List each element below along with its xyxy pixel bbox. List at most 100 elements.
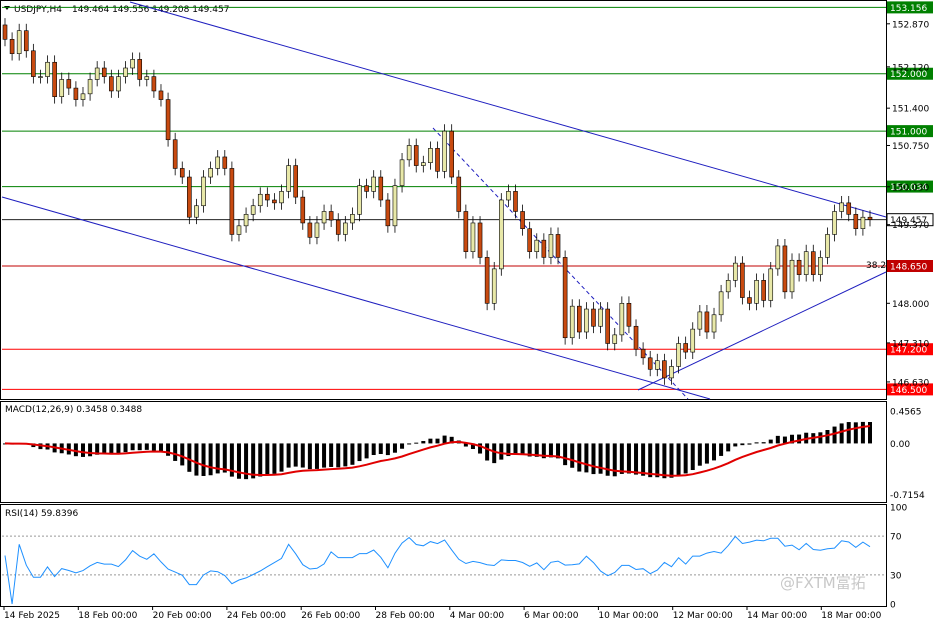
candle-body (789, 259, 795, 293)
candle-body (52, 61, 57, 97)
candle-body (867, 216, 873, 220)
candle-body (825, 234, 830, 258)
macd-bar (428, 438, 433, 444)
candle-body (300, 196, 306, 224)
macd-bar (407, 443, 412, 445)
rsi-line (4, 535, 871, 605)
macd-bar (144, 443, 149, 450)
price-tick-label: 151.400 (892, 105, 929, 115)
candle-body (619, 303, 625, 336)
candle-body (413, 145, 419, 166)
price-tick-label: 150.750 (892, 142, 929, 152)
candle-body (23, 30, 29, 52)
macd-bar (584, 443, 589, 473)
macd-bar (520, 443, 525, 455)
candle-body (392, 185, 398, 227)
macd-bar (634, 443, 639, 475)
time-tick-label: 14 Mar 00:00 (747, 611, 807, 621)
candle-body (499, 199, 504, 270)
candle-body (725, 280, 731, 293)
time-tick-label: 28 Feb 00:00 (376, 611, 435, 621)
level-tag (887, 1, 933, 14)
candle-body (201, 176, 206, 207)
level-value: 146.500 (890, 386, 927, 396)
candle-body (158, 90, 164, 100)
macd-bar (860, 421, 865, 444)
macd-bar (747, 443, 752, 445)
macd-bar (818, 432, 823, 444)
macd-bar (130, 443, 135, 451)
macd-bar (137, 443, 142, 451)
candle-body (265, 193, 270, 201)
macd-bar (279, 443, 284, 472)
macd-bar (336, 443, 341, 468)
macd-label: MACD(12,26,9) 0.3458 0.3488 (5, 405, 142, 415)
macd-bar (80, 443, 85, 457)
candle-body (31, 50, 36, 77)
candle-body (534, 239, 540, 252)
candle-body (9, 39, 15, 54)
candle-body (647, 357, 653, 370)
upper-channel-line (129, 1, 887, 218)
macd-bar (400, 443, 405, 449)
dashed-trendline (432, 127, 689, 400)
macd-bar (244, 443, 249, 480)
candle-body (676, 343, 681, 367)
candle-body (577, 305, 582, 333)
macd-bar (258, 443, 263, 477)
candle-body (711, 314, 717, 333)
macd-bar (619, 443, 624, 474)
macd-bar (825, 430, 830, 444)
candle-body (442, 130, 447, 172)
macd-bar (314, 443, 319, 469)
macd-bar (548, 443, 553, 458)
candle-body (343, 222, 348, 235)
level-value: 153.156 (890, 4, 927, 14)
candle-body (350, 214, 355, 224)
macd-tick-label: 0.4565 (890, 407, 922, 417)
macd-bar (88, 443, 93, 457)
macd-bar (556, 443, 561, 459)
candle-body (591, 308, 596, 327)
candle-body (853, 214, 859, 229)
macd-bar (187, 443, 192, 472)
candle-body (740, 262, 745, 298)
macd-bar (832, 426, 837, 444)
macd-bar (201, 443, 206, 476)
candle-body (477, 222, 483, 258)
macd-bar (570, 443, 575, 468)
macd-bar (478, 443, 483, 454)
rsi-tick-label: 100 (890, 504, 907, 514)
macd-bar (463, 443, 468, 447)
price-tick-label: 148.000 (892, 300, 929, 310)
price-tick-label: 149.370 (892, 221, 929, 231)
candle-body (151, 76, 157, 92)
symbol-menu-icon[interactable] (4, 6, 10, 10)
time-tick-label: 26 Feb 00:00 (301, 611, 360, 621)
macd-bar (343, 443, 348, 467)
current-price-tag (886, 213, 934, 227)
watermark: @FXTM富拓 (780, 574, 866, 592)
macd-bar (392, 443, 397, 453)
candle-body (612, 334, 618, 344)
macd-bar (605, 443, 610, 476)
macd-bar (655, 443, 660, 478)
macd-bar (676, 443, 681, 476)
macd-bar (669, 443, 674, 478)
macd-bar (846, 422, 851, 444)
macd-bar (591, 443, 596, 475)
candle-body (109, 76, 114, 92)
price-tick-label: 146.630 (892, 378, 929, 388)
macd-bar (300, 443, 305, 468)
macd-bar (534, 443, 539, 457)
candle-body (747, 297, 752, 304)
candle-body (328, 211, 334, 221)
level-value: 148.650 (890, 263, 927, 273)
candle-body (527, 228, 532, 252)
fib-label: 38.2 (866, 261, 886, 271)
macd-bar (378, 443, 383, 455)
candle-body (654, 360, 660, 370)
candle-body (456, 176, 462, 212)
candle-body (229, 168, 235, 235)
